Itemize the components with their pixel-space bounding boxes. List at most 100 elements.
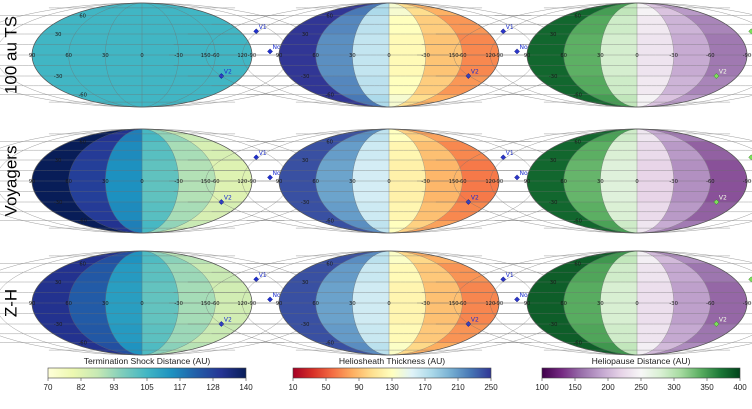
longitude-tick-label: -90 (495, 301, 503, 307)
longitude-tick-label: 60 (312, 301, 319, 307)
colorbar: Heliopause Distance (AU) 100 150 200 250 300 3… (535, 356, 747, 392)
longitude-tick-label: 90 (29, 53, 36, 59)
colorbar-tick-label: 170 (418, 383, 432, 392)
marker-label: V2 (719, 69, 727, 76)
marker-nose (514, 174, 520, 181)
longitude-tick-label: 60 (312, 179, 319, 185)
latitude-tick-label: -60 (325, 93, 333, 99)
longitude-tick-label: 150 (449, 179, 459, 185)
map-outline (526, 250, 748, 356)
marker-label: V1 (259, 24, 267, 31)
colorbar-tick-label: 128 (206, 383, 220, 392)
marker-label: V2 (719, 317, 727, 324)
colorbar-tick-label: 50 (322, 383, 331, 392)
colorbar-gradient (47, 367, 247, 379)
latitude-tick-label: -30 (549, 200, 557, 206)
marker-label: V2 (224, 195, 232, 202)
latitude-tick-label: 60 (574, 13, 581, 19)
longitude-tick-label: -90 (495, 53, 503, 59)
longitude-tick-label: -60 (211, 53, 219, 59)
colorbar-tick-label: 140 (239, 383, 253, 392)
latitude-tick-label: 30 (550, 158, 557, 164)
latitude-tick-label: 60 (79, 139, 86, 145)
colorbar-tick-label: 70 (44, 383, 53, 392)
longitude-tick-label: 60 (65, 301, 72, 307)
heatmap-cell (32, 263, 48, 283)
latitude-tick-label: 30 (550, 280, 557, 286)
marker-nose (267, 48, 273, 55)
longitude-tick-label: 0 (140, 301, 143, 307)
longitude-tick-label: -90 (743, 301, 751, 307)
longitude-tick-label: 60 (560, 53, 567, 59)
latitude-tick-label: -60 (573, 93, 581, 99)
latitude-tick-label: 30 (55, 280, 62, 286)
longitude-tick-label: -60 (458, 179, 466, 185)
longitude-tick-label: 0 (387, 53, 390, 59)
longitude-tick-label: 90 (276, 301, 283, 307)
colorbar-tick-label: 130 (385, 383, 399, 392)
longitude-tick-label: 30 (349, 179, 356, 185)
longitude-tick-label: 60 (312, 53, 319, 59)
colorbar-tick-label: 150 (568, 383, 582, 392)
colorbar-tick-label: 200 (601, 383, 615, 392)
latitude-tick-label: 30 (302, 280, 309, 286)
latitude-tick-label: 30 (55, 32, 62, 38)
marker-label: V1 (506, 24, 514, 31)
longitude-tick-label: 30 (102, 179, 109, 185)
colorbar-tick-label: 105 (140, 383, 154, 392)
colorbar-tick-label: 100 (535, 383, 549, 392)
longitude-tick-label: 0 (140, 179, 143, 185)
latitude-tick-label: -30 (301, 200, 309, 206)
colorbar-tick-label: 93 (110, 383, 119, 392)
longitude-tick-label: -60 (458, 53, 466, 59)
longitude-tick-label: 60 (65, 53, 72, 59)
longitude-tick-label: 30 (102, 53, 109, 59)
colorbar-title: Heliopause Distance (AU) (592, 356, 691, 366)
colorbar-tick-label: 210 (451, 383, 465, 392)
latitude-tick-label: -30 (54, 74, 62, 80)
marker-label: V2 (471, 69, 479, 76)
marker-label: Nose (520, 44, 535, 51)
marker-label: V1 (259, 150, 267, 157)
colorbar-tick-label: 350 (700, 383, 714, 392)
colorbar-tick-label: 117 (174, 383, 187, 392)
longitude-tick-label: -60 (458, 301, 466, 307)
latitude-tick-label: -30 (54, 200, 62, 206)
colorbar-title: Heliosheath Thickness (AU) (339, 356, 445, 366)
marker-v1 (748, 154, 752, 161)
longitude-tick-label: 30 (597, 301, 604, 307)
longitude-tick-label: -30 (174, 53, 182, 59)
longitude-tick-label: 150 (201, 179, 211, 185)
colorbar-tick-label: 10 (289, 383, 298, 392)
longitude-tick-label: 90 (29, 301, 36, 307)
longitude-tick-label: -90 (248, 301, 256, 307)
colorbar-gradient (292, 367, 492, 379)
longitude-tick-label: 90 (29, 179, 36, 185)
marker-v2 (713, 73, 720, 79)
longitude-tick-label: 90 (276, 53, 283, 59)
longitude-tick-label: -60 (706, 53, 714, 59)
colorbars: Termination Shock Distance (AU)70 82 93 105… (44, 356, 748, 392)
longitude-tick-label: 150 (201, 53, 211, 59)
longitude-tick-label: -60 (211, 301, 219, 307)
map-outline (526, 2, 748, 108)
longitude-tick-label: 30 (349, 53, 356, 59)
marker-label: Nose (520, 170, 535, 177)
latitude-tick-label: -30 (549, 74, 557, 80)
longitude-tick-label: 90 (524, 53, 531, 59)
latitude-tick-label: 60 (574, 139, 581, 145)
longitude-tick-label: 0 (387, 301, 390, 307)
longitude-tick-label: 90 (524, 301, 531, 307)
marker-nose (514, 48, 520, 55)
marker-label: V2 (471, 317, 479, 324)
latitude-tick-label: -60 (573, 219, 581, 225)
colorbar-title: Termination Shock Distance (AU) (84, 356, 211, 366)
longitude-tick-label: -60 (211, 179, 219, 185)
longitude-tick-label: -30 (174, 301, 182, 307)
marker-label: V1 (506, 150, 514, 157)
marker-label: Nose (520, 292, 535, 299)
longitude-tick-label: -90 (248, 179, 256, 185)
longitude-tick-label: 0 (387, 179, 390, 185)
longitude-tick-label: 60 (560, 179, 567, 185)
marker-nose (514, 296, 520, 303)
